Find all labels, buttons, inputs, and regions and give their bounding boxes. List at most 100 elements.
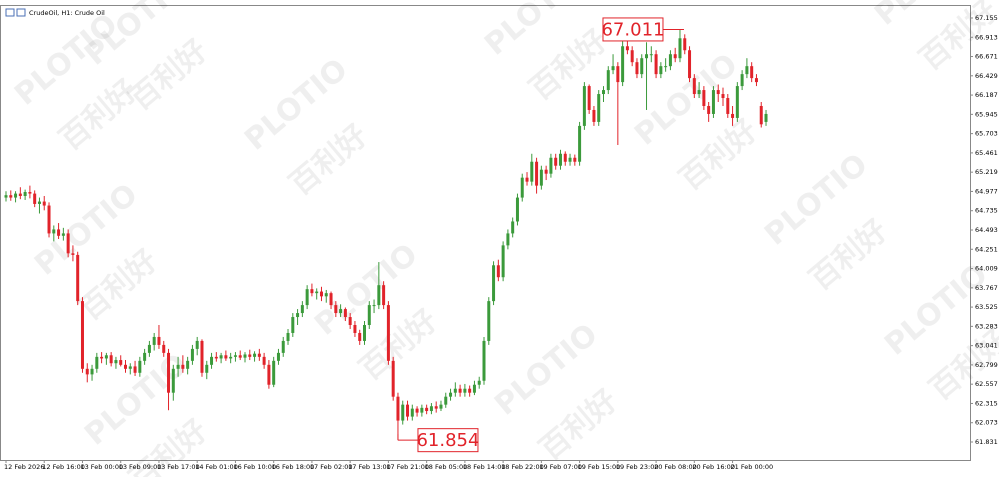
y-tick-label: 66.671 <box>975 53 998 61</box>
candle-body <box>544 169 548 174</box>
candle-body <box>707 105 711 114</box>
candle-body <box>124 364 127 369</box>
candle-body <box>386 305 390 361</box>
x-tick-label: 13 Feb 00:00 <box>80 463 123 471</box>
y-tick-label: 64.251 <box>975 245 998 253</box>
candle-body <box>444 396 448 405</box>
candle-body <box>611 66 615 71</box>
candle-body <box>573 157 577 162</box>
candle-body <box>157 336 161 345</box>
candle-body <box>506 233 510 246</box>
y-tick-label: 62.557 <box>975 380 998 388</box>
candle-body <box>625 46 629 51</box>
candle-body <box>740 74 744 87</box>
candle-body <box>735 86 739 118</box>
candle-body <box>14 193 18 198</box>
candle-body <box>162 344 166 353</box>
candle-body <box>750 66 754 79</box>
candle-body <box>568 157 572 162</box>
candle-body <box>286 332 290 341</box>
candle-body <box>262 356 266 365</box>
candle-body <box>224 355 228 359</box>
x-tick-label: 21 Feb 00:00 <box>731 463 774 471</box>
candle-body <box>549 157 553 174</box>
candle-body <box>272 360 276 385</box>
candle-body <box>90 368 94 375</box>
candle-body <box>176 364 180 369</box>
candle-body <box>539 169 543 186</box>
y-tick-label: 63.283 <box>975 322 998 330</box>
candle-body <box>109 355 113 364</box>
candle-body <box>42 201 46 206</box>
candle-body <box>305 289 309 306</box>
annotation-box <box>417 428 479 453</box>
candle-body <box>324 293 328 297</box>
candle-body <box>439 404 443 409</box>
candle-body <box>353 325 357 333</box>
x-tick-label: 17 Feb 13:00 <box>348 463 391 471</box>
candle-body <box>171 368 175 393</box>
candle-body <box>4 195 8 198</box>
candle-body <box>702 90 706 106</box>
candle-body <box>602 90 605 95</box>
candle-body <box>253 353 257 357</box>
candle-body <box>410 408 414 417</box>
y-tick-label: 66.187 <box>975 91 998 99</box>
candle-body <box>759 105 763 125</box>
candle-body <box>578 125 582 162</box>
candle-body <box>248 354 252 357</box>
candle-body <box>339 309 343 314</box>
annotation-box <box>602 17 664 42</box>
candle-body <box>310 289 314 294</box>
candle-body <box>104 355 108 359</box>
candle-body <box>487 301 491 341</box>
candle-body <box>23 192 27 196</box>
candle-body <box>635 62 639 75</box>
candle-body <box>9 195 13 198</box>
chart-title: CrudeOil, H1: Crude Oil <box>29 9 105 17</box>
candle-body <box>296 313 300 318</box>
x-tick-label: 12 Feb 2026 <box>4 463 44 471</box>
candle-body <box>606 70 610 91</box>
candle-body <box>525 177 529 182</box>
annotation-label: 67.011 <box>601 19 664 40</box>
candle-body <box>167 352 171 393</box>
candle-body <box>214 356 218 359</box>
x-tick-label: 13 Feb 09:00 <box>119 463 162 471</box>
y-tick-label: 65.461 <box>975 149 998 157</box>
candle-body <box>668 54 672 67</box>
candle-body <box>697 90 701 95</box>
candle-body <box>190 348 194 361</box>
candle-body <box>683 38 687 51</box>
candle-body <box>219 355 223 359</box>
candle-body <box>143 352 147 361</box>
y-tick-label: 62.073 <box>975 419 998 427</box>
candle-body <box>396 396 400 421</box>
annotation-label: 61.854 <box>416 430 479 451</box>
candle-body <box>358 332 362 341</box>
x-tick-label: 20 Feb 16:00 <box>692 463 735 471</box>
candle-body <box>133 366 137 373</box>
candle-body <box>630 50 634 63</box>
candle-body <box>71 253 75 255</box>
y-tick-label: 66.429 <box>975 72 998 80</box>
plot-frame <box>0 5 971 461</box>
candle-body <box>463 388 467 393</box>
x-tick-label: 17 Feb 21:00 <box>386 463 429 471</box>
candle-body <box>429 406 433 412</box>
candle-body <box>664 66 668 68</box>
candle-body <box>496 265 500 278</box>
x-tick-label: 19 Feb 23:00 <box>616 463 659 471</box>
candle-body <box>678 38 682 59</box>
candle-body <box>645 54 649 59</box>
candle-body <box>640 58 644 75</box>
x-tick-label: 19 Feb 15:00 <box>578 463 621 471</box>
candle-body <box>420 407 424 413</box>
x-tick-label: 18 Feb 14:00 <box>463 463 506 471</box>
candle-body <box>535 161 539 186</box>
candle-body <box>726 98 730 114</box>
candle-body <box>563 153 567 162</box>
candle-body <box>319 291 323 297</box>
x-tick-label: 19 Feb 07:00 <box>539 463 582 471</box>
